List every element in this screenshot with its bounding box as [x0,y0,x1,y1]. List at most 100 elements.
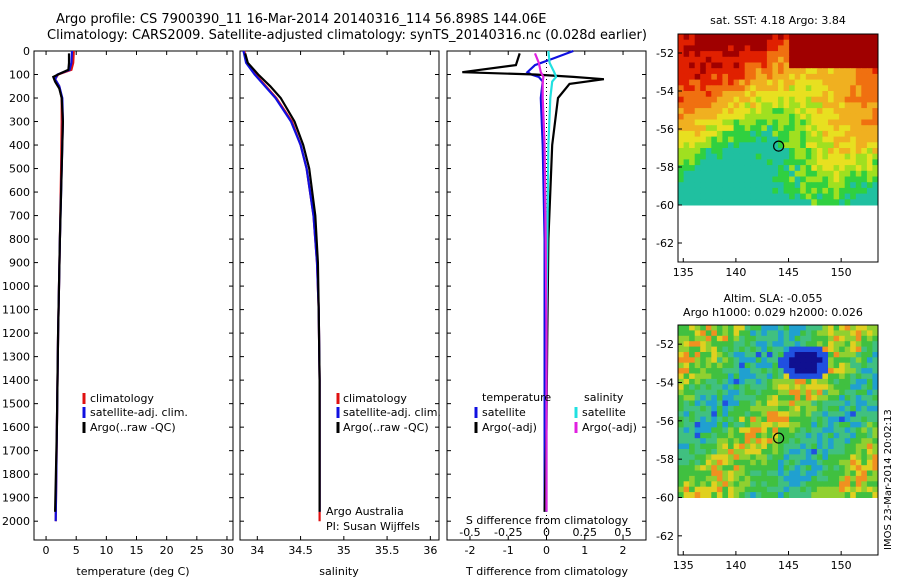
map-cell [716,352,723,358]
map-cell [694,176,701,183]
map-cell [700,362,707,369]
map-cell [811,438,818,445]
map-cell [822,422,829,428]
map-cell [783,153,790,160]
map-cell [705,56,712,63]
map-cell [722,182,729,189]
map-cell [822,492,829,498]
map-cell [683,193,690,200]
map-cell [705,170,712,177]
map-cell [839,368,846,374]
map-cell [755,73,762,81]
map-cell [800,346,807,353]
map-cell [778,176,785,183]
map-cell [850,330,857,337]
map-cell [711,119,718,126]
map-cell [816,335,823,342]
map-cell [761,373,768,380]
map-cell [839,73,846,81]
map-cell [833,165,840,172]
y-tick-label: 1200 [2,327,30,340]
map-cell [739,427,746,434]
map-cell [872,39,879,46]
map-cell [700,352,707,358]
map-cell [783,125,790,132]
map-cell [694,368,701,374]
map-cell [733,176,740,183]
map-cell [783,465,790,472]
map-cell [733,346,740,353]
map-cell [872,148,879,155]
y-tick-label: 1600 [2,421,30,434]
map-cell [700,492,707,498]
map-cell [778,475,785,482]
map-cell [772,34,779,41]
map-cell [783,159,790,166]
map-cell [694,182,701,189]
map-cell [755,79,762,86]
map-cell [822,113,829,120]
map-cell [866,39,873,46]
map-cell [772,39,779,46]
map-cell [800,405,807,412]
map-cell [816,113,823,120]
map-cell [755,454,762,461]
map-cell [794,389,801,396]
map-cell [716,449,723,455]
map-cell [855,330,862,337]
map-cell [850,443,857,450]
map-cell [839,492,846,498]
map-cell [839,416,846,423]
map-cell [694,373,701,380]
map-cell [705,136,712,143]
map-cell [700,373,707,380]
map-cell [811,73,818,81]
map-cell [716,346,723,353]
map-cell [816,130,823,138]
map-cell [844,199,851,206]
map-cell [839,34,846,41]
map-cell [750,368,757,374]
map-cell [855,486,862,493]
map-cell [700,91,707,98]
map-cell [778,454,785,461]
map-cell [844,416,851,423]
x-tick-label: 0 [543,544,550,557]
map-cell [805,465,812,472]
map-cell [750,176,757,183]
map-cell [766,427,773,434]
map-cell [816,465,823,472]
map-cell [689,153,696,160]
map-cell [678,125,685,132]
map-cell [828,405,835,412]
map-cell [872,459,879,466]
top-x-tick-label: 0.25 [573,526,598,539]
map-cell [866,56,873,63]
map-cell [800,395,807,401]
map-cell [722,165,729,172]
map-cell [783,45,790,52]
map-cell [822,395,829,401]
map-cell [705,432,712,439]
map-cell [766,481,773,488]
map-cell [711,362,718,369]
map-cell [733,378,740,385]
map-cell [761,165,768,172]
map-cell [728,91,735,98]
map-cell [766,449,773,455]
map-cell [816,91,823,98]
map-cell [855,170,862,177]
map-cell [683,62,690,69]
map-cell [861,335,868,342]
map-cell [755,187,762,195]
map-cell [850,411,857,418]
map-cell [716,182,723,189]
map-cell [716,136,723,143]
map-cell [711,113,718,120]
map-cell [689,170,696,177]
map-cell [861,352,868,358]
map-cell [716,459,723,466]
map-cell [716,492,723,498]
map-cell [716,62,723,69]
map-cell [705,102,712,109]
